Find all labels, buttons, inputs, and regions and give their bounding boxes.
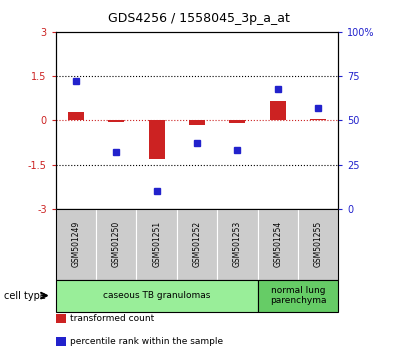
Text: cell type: cell type [4, 291, 46, 301]
Bar [68, 112, 84, 120]
Bar [229, 120, 246, 123]
Text: GSM501252: GSM501252 [193, 221, 201, 267]
Text: percentile rank within the sample: percentile rank within the sample [70, 337, 223, 346]
Text: GSM501251: GSM501251 [152, 221, 161, 267]
Bar [270, 101, 286, 120]
Text: GSM501254: GSM501254 [273, 221, 282, 267]
Text: GSM501255: GSM501255 [314, 221, 323, 267]
Text: GSM501249: GSM501249 [71, 221, 80, 267]
Text: normal lung
parenchyma: normal lung parenchyma [270, 286, 326, 305]
Bar [310, 119, 326, 120]
Bar [189, 120, 205, 125]
Bar [148, 120, 165, 159]
Text: GDS4256 / 1558045_3p_a_at: GDS4256 / 1558045_3p_a_at [108, 12, 290, 25]
Text: GSM501253: GSM501253 [233, 221, 242, 267]
Text: caseous TB granulomas: caseous TB granulomas [103, 291, 210, 300]
Text: transformed count: transformed count [70, 314, 154, 323]
Bar [108, 120, 124, 122]
Text: GSM501250: GSM501250 [112, 221, 121, 267]
